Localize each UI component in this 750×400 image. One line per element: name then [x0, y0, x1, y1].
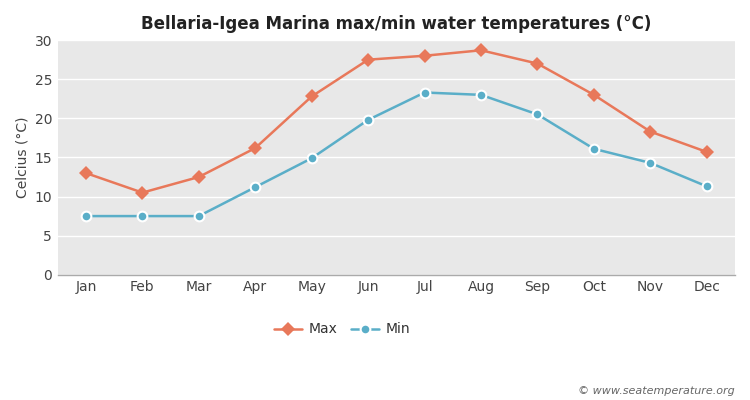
Min: [138, 214, 147, 218]
Min: [308, 156, 316, 161]
Max: [533, 61, 542, 66]
Min: [82, 214, 91, 218]
Line: Min: Min: [81, 88, 712, 221]
Max: [308, 94, 316, 99]
Min: [194, 214, 203, 218]
Min: [590, 146, 598, 151]
Y-axis label: Celcius (°C): Celcius (°C): [15, 117, 29, 198]
Legend: Max, Min: Max, Min: [268, 317, 416, 342]
Max: [590, 92, 598, 97]
Min: [420, 90, 429, 95]
Min: [702, 184, 711, 189]
Min: [251, 185, 260, 190]
Max: [476, 48, 485, 53]
Line: Max: Max: [81, 46, 712, 198]
Max: [364, 57, 373, 62]
Title: Bellaria-Igea Marina max/min water temperatures (°C): Bellaria-Igea Marina max/min water tempe…: [141, 15, 652, 33]
Min: [533, 112, 542, 117]
Max: [138, 190, 147, 195]
Min: [646, 160, 655, 165]
Max: [702, 150, 711, 154]
Max: [194, 174, 203, 179]
Max: [82, 171, 91, 176]
Max: [646, 129, 655, 134]
Min: [476, 92, 485, 97]
Max: [420, 53, 429, 58]
Text: © www.seatemperature.org: © www.seatemperature.org: [578, 386, 735, 396]
Max: [251, 146, 260, 150]
Min: [364, 118, 373, 122]
